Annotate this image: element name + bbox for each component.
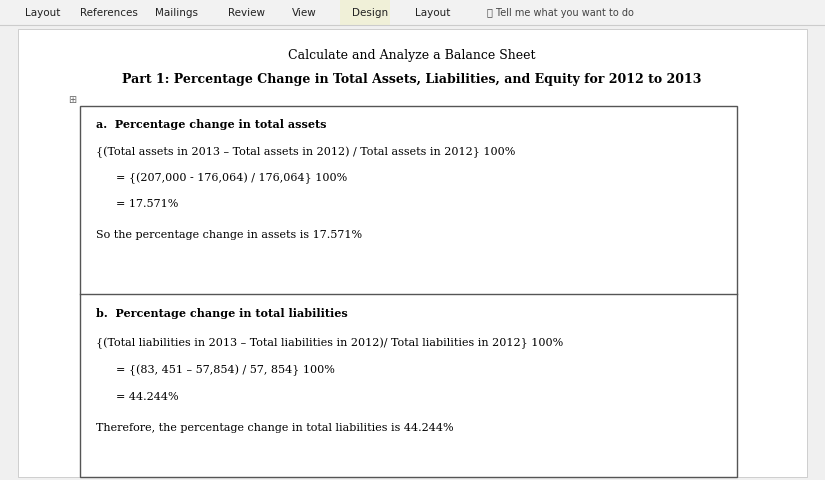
- Text: References: References: [80, 8, 138, 18]
- FancyBboxPatch shape: [18, 30, 807, 477]
- Text: a.  Percentage change in total assets: a. Percentage change in total assets: [96, 118, 327, 129]
- FancyBboxPatch shape: [340, 0, 390, 26]
- Text: ⊞: ⊞: [68, 95, 76, 105]
- Text: = 44.244%: = 44.244%: [116, 391, 179, 401]
- Text: {(Total assets in 2013 – Total assets in 2012) / Total assets in 2012} 100%: {(Total assets in 2013 – Total assets in…: [96, 146, 516, 157]
- Text: So the percentage change in assets is 17.571%: So the percentage change in assets is 17…: [96, 229, 362, 240]
- Text: View: View: [292, 8, 317, 18]
- Text: Calculate and Analyze a Balance Sheet: Calculate and Analyze a Balance Sheet: [288, 49, 535, 62]
- FancyBboxPatch shape: [0, 0, 825, 26]
- Text: Mailings: Mailings: [155, 8, 198, 18]
- Text: Layout: Layout: [25, 8, 60, 18]
- Text: = {(207,000 - 176,064) / 176,064} 100%: = {(207,000 - 176,064) / 176,064} 100%: [116, 172, 347, 183]
- Text: ⬬ Tell me what you want to do: ⬬ Tell me what you want to do: [487, 8, 634, 18]
- Text: Part 1: Percentage Change in Total Assets, Liabilities, and Equity for 2012 to 2: Part 1: Percentage Change in Total Asset…: [122, 73, 702, 86]
- Text: {(Total liabilities in 2013 – Total liabilities in 2012)/ Total liabilities in 2: {(Total liabilities in 2013 – Total liab…: [96, 336, 563, 348]
- Text: = 17.571%: = 17.571%: [116, 199, 178, 209]
- Text: b.  Percentage change in total liabilities: b. Percentage change in total liabilitie…: [96, 308, 348, 319]
- Text: Therefore, the percentage change in total liabilities is 44.244%: Therefore, the percentage change in tota…: [96, 422, 454, 432]
- Text: Design: Design: [352, 8, 388, 18]
- Text: Review: Review: [228, 8, 265, 18]
- FancyBboxPatch shape: [80, 107, 737, 477]
- Text: = {(83, 451 – 57,854) / 57, 854} 100%: = {(83, 451 – 57,854) / 57, 854} 100%: [116, 363, 335, 375]
- Text: Layout: Layout: [415, 8, 450, 18]
